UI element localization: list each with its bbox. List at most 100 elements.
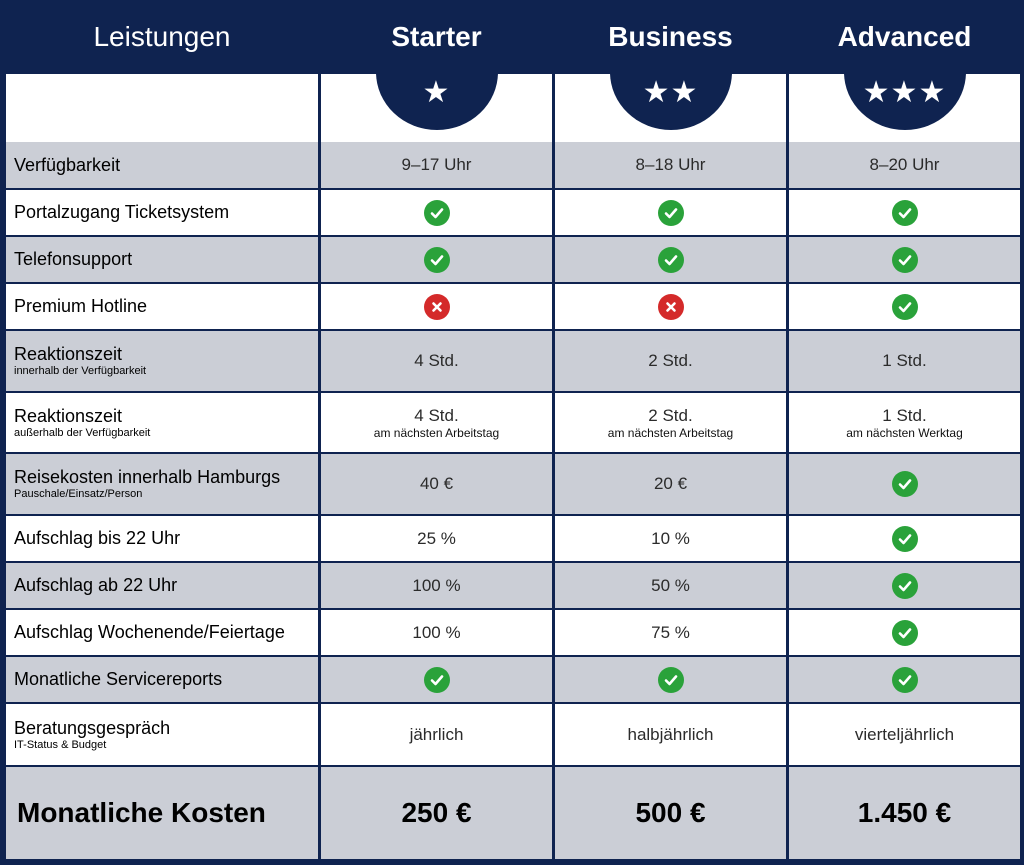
table-row: Telefonsupport (0, 237, 1024, 282)
row-label-subtext: IT-Status & Budget (14, 738, 107, 751)
row-label-text: Reaktionszeit (14, 344, 123, 364)
cell-business: halbjährlich (555, 704, 786, 765)
row-label: Verfügbarkeit (6, 142, 318, 188)
table-row: Portalzugang Ticketsystem (0, 190, 1024, 235)
row-label: Aufschlag Wochenende/Feiertage (6, 610, 318, 655)
checkmark-icon (423, 666, 450, 693)
checkmark-icon (657, 246, 684, 273)
cell-advanced (789, 454, 1020, 514)
row-label: Monatliche Servicereports (6, 657, 318, 702)
checkmark-icon (891, 199, 918, 226)
cell-business: 8–18 Uhr (555, 142, 786, 188)
header-plan-starter: Starter (391, 21, 482, 52)
table-row: Reisekosten innerhalb Hamburgs Pauschale/… (0, 454, 1024, 514)
row-label: Beratungsgespräch IT-Status & Budget (6, 704, 318, 765)
checkmark-icon (423, 246, 450, 273)
star-icon: ★★ (642, 75, 699, 110)
table-row: Aufschlag ab 22 Uhr 100 % 50 % (0, 563, 1024, 608)
cell-value: 1 Std. (882, 405, 927, 425)
badge-cell-starter: ★ (321, 74, 552, 142)
row-label: Portalzugang Ticketsystem (6, 190, 318, 235)
cell-advanced: 1 Std. (789, 331, 1020, 391)
cell-subvalue: am nächsten Werktag (846, 425, 963, 440)
cell-value: 2 Std. (648, 405, 693, 425)
cell-advanced (789, 516, 1020, 561)
cell-advanced (789, 563, 1020, 608)
cell-value: 100 % (412, 575, 461, 595)
cell-business: 2 Std. am nächsten Arbeitstag (555, 393, 786, 452)
cell-value: 20 € (653, 474, 688, 493)
plan-badge: ★ (375, 74, 498, 130)
cell-value: 8–20 Uhr (869, 155, 940, 174)
cell-starter: 9–17 Uhr (321, 142, 552, 188)
price-advanced: 1.450 € (789, 767, 1020, 859)
cell-value: vierteljährlich (854, 724, 955, 744)
checkmark-icon (657, 666, 684, 693)
cell-value: 2 Std. (648, 351, 693, 370)
row-label-text: Verfügbarkeit (14, 154, 121, 175)
cell-advanced (789, 190, 1020, 235)
cell-starter: 100 % (321, 563, 552, 608)
monthly-cost-row: Monatliche Kosten 250 € 500 € 1.450 € (0, 767, 1024, 859)
cell-advanced: 1 Std. am nächsten Werktag (789, 393, 1020, 452)
cell-value: 25 % (417, 528, 456, 548)
star-icon: ★ (422, 75, 451, 110)
cell-business: 10 % (555, 516, 786, 561)
price-starter: 250 € (321, 767, 552, 859)
row-label: Telefonsupport (6, 237, 318, 282)
cell-starter (321, 657, 552, 702)
cell-value: halbjährlich (627, 724, 714, 744)
cell-advanced: 8–20 Uhr (789, 142, 1020, 188)
checkmark-icon (891, 293, 918, 320)
cell-value: 100 % (412, 622, 461, 642)
cell-value: 1 Std. (882, 351, 927, 370)
badge-blank (6, 74, 318, 142)
cell-business (555, 284, 786, 329)
row-label-text: Portalzugang Ticketsystem (14, 202, 230, 222)
cell-advanced (789, 237, 1020, 282)
header-plan-advanced: Advanced (837, 21, 972, 52)
cell-business: 2 Std. (555, 331, 786, 391)
badge-cell-business: ★★ (555, 74, 786, 142)
row-label-text: Beratungsgespräch (14, 717, 171, 738)
row-label: Reaktionszeit außerhalb der Verfügbarkeit (6, 393, 318, 452)
cell-starter (321, 190, 552, 235)
table-row: Aufschlag Wochenende/Feiertage 100 % 75 % (0, 610, 1024, 655)
row-label-text: Aufschlag ab 22 Uhr (14, 575, 178, 595)
row-label-text: Reaktionszeit (14, 405, 123, 426)
row-label: Reisekosten innerhalb Hamburgs Pauschale/… (6, 454, 318, 514)
cell-business: 50 % (555, 563, 786, 608)
header-services: Leistungen (93, 21, 231, 52)
cell-subvalue: am nächsten Arbeitstag (607, 425, 734, 440)
cell-value: 40 € (419, 474, 454, 493)
row-label-text: Monatliche Servicereports (14, 669, 223, 689)
star-icon: ★★★ (862, 75, 947, 110)
plan-badge: ★★★ (843, 74, 966, 130)
cell-business (555, 190, 786, 235)
row-label-subtext: außerhalb der Verfügbarkeit (14, 426, 151, 439)
cell-starter: 25 % (321, 516, 552, 561)
cell-starter (321, 284, 552, 329)
checkmark-icon (891, 471, 918, 497)
cell-business: 75 % (555, 610, 786, 655)
checkmark-icon (891, 525, 918, 552)
table-row: Aufschlag bis 22 Uhr 25 % 10 % (0, 516, 1024, 561)
cell-advanced (789, 610, 1020, 655)
cell-starter: jährlich (321, 704, 552, 765)
cell-value: 4 Std. (414, 351, 459, 370)
row-label-text: Aufschlag bis 22 Uhr (14, 528, 181, 548)
cell-subvalue: am nächsten Arbeitstag (373, 425, 500, 440)
cell-value: 9–17 Uhr (401, 155, 472, 174)
cell-value: 50 % (651, 575, 690, 595)
table-row: Reaktionszeit innerhalb der Verfügbarkeit… (0, 331, 1024, 391)
table-row: Premium Hotline (0, 284, 1024, 329)
checkmark-icon (891, 619, 918, 646)
row-label-subtext: innerhalb der Verfügbarkeit (14, 365, 147, 377)
row-label: Aufschlag ab 22 Uhr (6, 563, 318, 608)
cross-icon (423, 293, 450, 320)
cell-starter: 4 Std. am nächsten Arbeitstag (321, 393, 552, 452)
cell-value: 10 % (651, 528, 690, 548)
monthly-cost-label: Monatliche Kosten (6, 767, 318, 859)
table-header: Leistungen Starter Business Advanced (0, 0, 1024, 74)
